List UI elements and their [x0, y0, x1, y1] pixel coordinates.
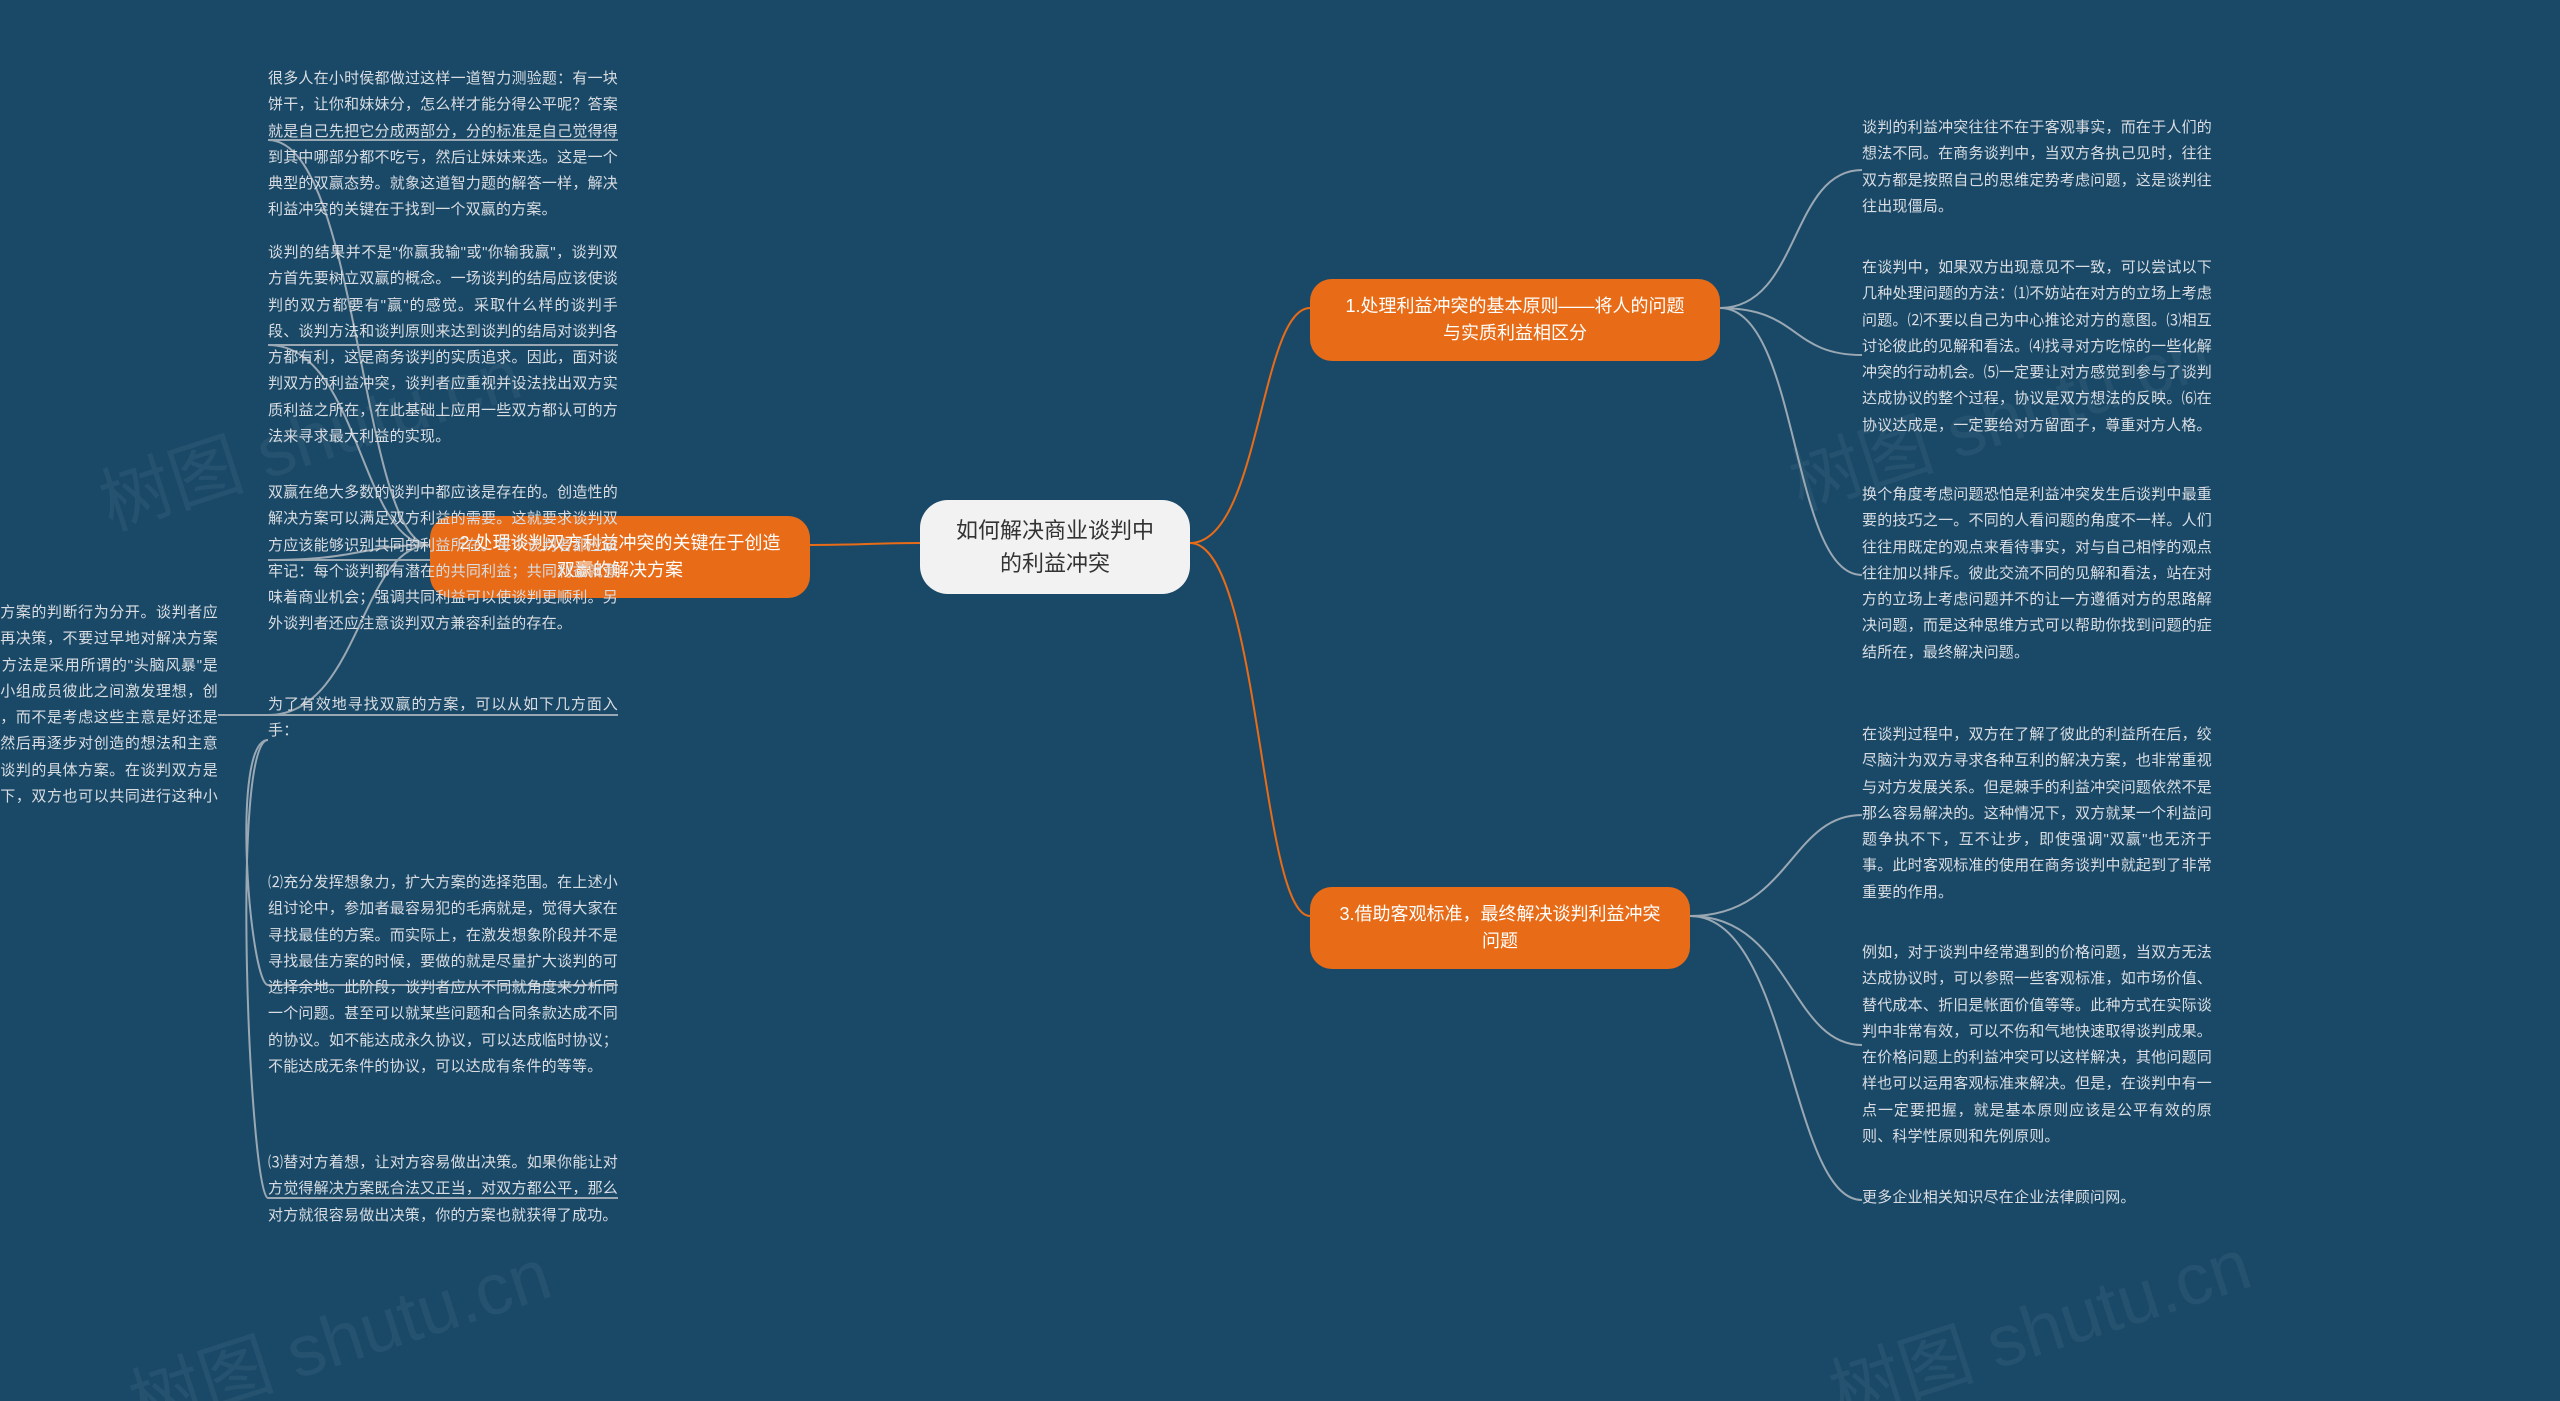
leaf-text: ⑴将方案的创造与对方案的判断行为分开。谈判者应该先创造方案，然后再决策，不要过早…: [0, 600, 218, 836]
branch-node-1[interactable]: 1.处理利益冲突的基本原则——将人的问题与实质利益相区分: [1310, 279, 1720, 361]
leaf-text: 更多企业相关知识尽在企业法律顾问网。: [1862, 1185, 2212, 1211]
branch-label: 1.处理利益冲突的基本原则——将人的问题与实质利益相区分: [1338, 293, 1692, 347]
leaf-text: 在谈判过程中，双方在了解了彼此的利益所在后，绞尽脑汁为双方寻求各种互利的解决方案…: [1862, 722, 2212, 906]
branch-node-3[interactable]: 3.借助客观标准，最终解决谈判利益冲突问题: [1310, 887, 1690, 969]
leaf-text: 谈判的结果并不是"你赢我输"或"你输我赢"，谈判双方首先要树立双赢的概念。一场谈…: [268, 240, 618, 450]
leaf-text: 换个角度考虑问题恐怕是利益冲突发生后谈判中最重要的技巧之一。不同的人看问题的角度…: [1862, 482, 2212, 666]
mindmap-root[interactable]: 如何解决商业谈判中的利益冲突: [920, 500, 1190, 594]
leaf-text: 谈判的利益冲突往往不在于客观事实，而在于人们的想法不同。在商务谈判中，当双方各执…: [1862, 115, 2212, 220]
root-label: 如何解决商业谈判中的利益冲突: [948, 514, 1162, 580]
leaf-text: ⑶替对方着想，让对方容易做出决策。如果你能让对方觉得解决方案既合法又正当，对双方…: [268, 1150, 618, 1229]
leaf-text: 为了有效地寻找双赢的方案，可以从如下几方面入手：: [268, 692, 618, 745]
branch-label: 3.借助客观标准，最终解决谈判利益冲突问题: [1338, 901, 1662, 955]
leaf-text: ⑵充分发挥想象力，扩大方案的选择范围。在上述小组讨论中，参加者最容易犯的毛病就是…: [268, 870, 618, 1080]
leaf-text: 例如，对于谈判中经常遇到的价格问题，当双方无法达成协议时，可以参照一些客观标准，…: [1862, 940, 2212, 1150]
leaf-text: 双赢在绝大多数的谈判中都应该是存在的。创造性的解决方案可以满足双方利益的需要。这…: [268, 480, 618, 638]
leaf-text: 在谈判中，如果双方出现意见不一致，可以尝试以下几种处理问题的方法：⑴不妨站在对方…: [1862, 255, 2212, 439]
leaf-text: 很多人在小时侯都做过这样一道智力测验题：有一块饼干，让你和妹妹分，怎么样才能分得…: [268, 66, 618, 224]
